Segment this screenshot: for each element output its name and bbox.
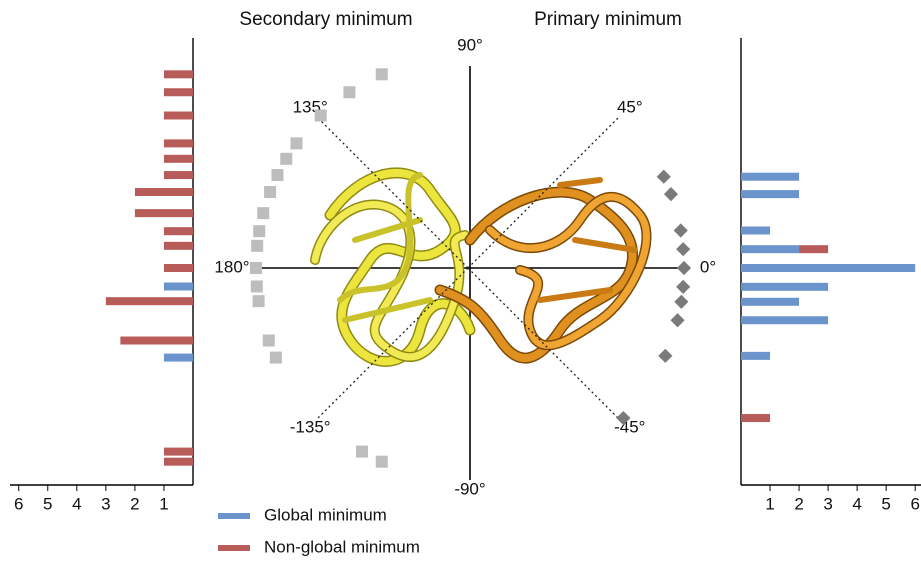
hist-bar <box>164 227 193 235</box>
hist-bar <box>164 155 193 163</box>
angle-marker <box>658 349 672 363</box>
angle-label: 45° <box>617 98 643 117</box>
angle-marker <box>677 261 691 275</box>
panel-title: Primary minimum <box>534 9 682 30</box>
hist-bar <box>741 264 915 272</box>
hist-bar <box>799 245 828 253</box>
angle-marker <box>250 262 262 274</box>
hist-bar <box>164 171 193 179</box>
hist-bar <box>741 173 799 181</box>
angle-marker <box>671 313 685 327</box>
x-tick-label: 2 <box>794 494 803 513</box>
x-tick-label: 3 <box>101 494 110 513</box>
hist-bar <box>741 283 828 291</box>
hist-bar <box>164 139 193 147</box>
angle-marker <box>674 223 688 237</box>
angle-marker <box>676 280 690 294</box>
x-tick-label: 4 <box>852 494 861 513</box>
angle-marker <box>263 335 275 347</box>
hist-bar <box>164 458 193 466</box>
hist-bar <box>164 111 193 119</box>
x-tick-label: 4 <box>72 494 81 513</box>
hist-bar <box>741 414 770 422</box>
angle-label: 180° <box>214 257 249 276</box>
hist-bar <box>741 316 828 324</box>
hist-bar <box>164 88 193 96</box>
angle-marker <box>257 207 269 219</box>
x-tick-label: 1 <box>765 494 774 513</box>
angle-label: 0° <box>700 257 716 276</box>
angle-marker <box>251 240 263 252</box>
hist-bar <box>135 209 193 217</box>
angle-marker <box>376 456 388 468</box>
angle-marker <box>356 446 368 458</box>
hist-bar <box>164 282 193 290</box>
angle-marker <box>253 295 265 307</box>
angle-marker <box>271 169 283 181</box>
x-tick-label: 5 <box>43 494 52 513</box>
angle-marker <box>253 225 265 237</box>
hist-bar <box>164 354 193 362</box>
angle-marker <box>264 186 276 198</box>
angle-marker <box>251 280 263 292</box>
x-tick-label: 2 <box>130 494 139 513</box>
hist-bar <box>741 190 799 198</box>
angle-marker <box>376 68 388 80</box>
protein-secondary <box>315 173 470 362</box>
angle-label: 90° <box>457 35 483 54</box>
angle-marker <box>657 170 671 184</box>
hist-bar <box>164 70 193 78</box>
hist-bar <box>164 448 193 456</box>
legend-label: Non-global minimum <box>264 537 420 556</box>
angle-marker <box>280 153 292 165</box>
hist-bar <box>135 188 193 196</box>
hist-bar <box>164 264 193 272</box>
angle-marker <box>676 242 690 256</box>
figure: 90°45°0°-45°-90°-135°180°135°Secondary m… <box>0 0 921 561</box>
x-tick-label: 6 <box>910 494 919 513</box>
hist-bar <box>120 337 193 345</box>
angle-marker <box>664 187 678 201</box>
x-tick-label: 1 <box>159 494 168 513</box>
hist-bar <box>741 352 770 360</box>
angle-marker <box>315 109 327 121</box>
legend-label: Global minimum <box>264 505 387 524</box>
hist-bar <box>106 297 193 305</box>
hist-bar <box>741 226 770 234</box>
angle-marker <box>343 86 355 98</box>
panel-title: Secondary minimum <box>239 9 412 30</box>
angle-marker <box>674 295 688 309</box>
angle-label: -90° <box>454 479 485 498</box>
hist-bar <box>741 245 799 253</box>
angle-marker <box>270 352 282 364</box>
angle-marker <box>290 137 302 149</box>
hist-bar <box>741 298 799 306</box>
x-tick-label: 3 <box>823 494 832 513</box>
x-tick-label: 6 <box>14 494 23 513</box>
angle-label: -135° <box>290 417 331 436</box>
hist-bar <box>164 242 193 250</box>
x-tick-label: 5 <box>881 494 890 513</box>
